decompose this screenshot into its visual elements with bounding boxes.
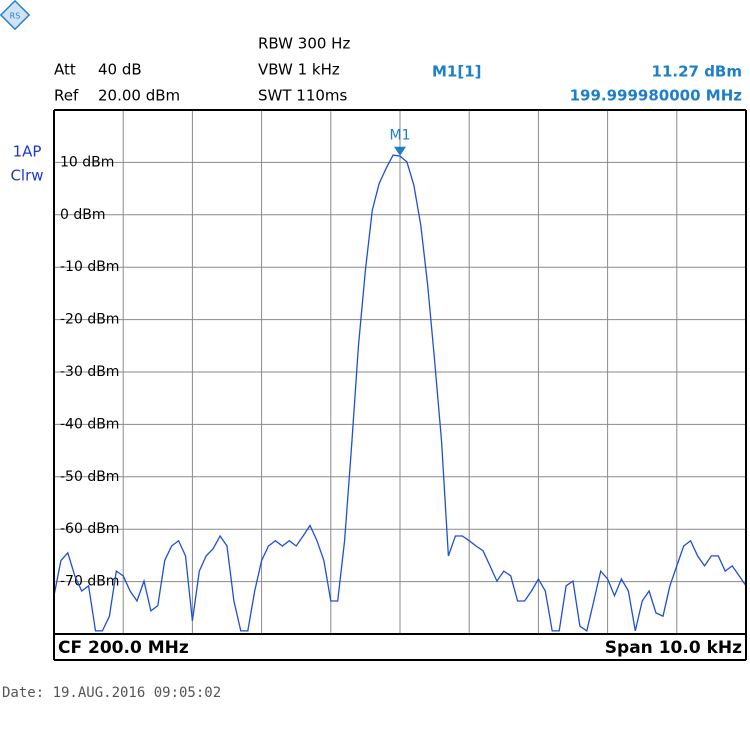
vbw: VBW 1 kHz — [258, 61, 340, 79]
ref-label: Ref — [54, 87, 79, 105]
span: Span 10.0 kHz — [605, 638, 742, 658]
trace-detector: Clrw — [10, 167, 43, 185]
svg-text:RS: RS — [10, 12, 21, 21]
y-tick-label: 0 dBm — [60, 207, 106, 223]
center-frequency: CF 200.0 MHz — [58, 638, 189, 658]
att-value: 40 dB — [98, 61, 142, 79]
ref-value: 20.00 dBm — [98, 87, 180, 105]
y-tick-label: -60 dBm — [60, 521, 119, 537]
plot: 10 dBm 0 dBm -10 dBm -20 dBm -30 dBm -40 dBm -… — [53, 110, 747, 634]
swt: SWT 110ms — [258, 87, 348, 105]
y-tick-label: 10 dBm — [60, 154, 114, 170]
y-tick-label: -70 dBm — [60, 574, 119, 590]
marker — [394, 146, 406, 156]
trace-mode: 1AP — [13, 143, 42, 161]
date: Date: 19.AUG.2016 09:05:02 — [2, 685, 221, 701]
y-tick-label: -20 dBm — [60, 312, 119, 328]
marker-name: M1[1] — [432, 63, 482, 81]
att-label: Att — [54, 61, 76, 79]
trace — [53, 154, 747, 632]
logo: RS — [0, 0, 31, 31]
rbw: RBW 300 Hz — [258, 35, 350, 53]
marker-label: M1 — [390, 128, 411, 144]
y-tick-label: -50 dBm — [60, 469, 119, 485]
marker-level: 11.27 dBm — [652, 63, 742, 81]
marker-frequency: 199.999980000 MHz — [570, 87, 743, 105]
y-tick-label: -40 dBm — [60, 416, 119, 432]
y-tick-label: -30 dBm — [60, 364, 119, 380]
frame — [53, 109, 747, 661]
y-tick-label: -10 dBm — [60, 259, 119, 275]
